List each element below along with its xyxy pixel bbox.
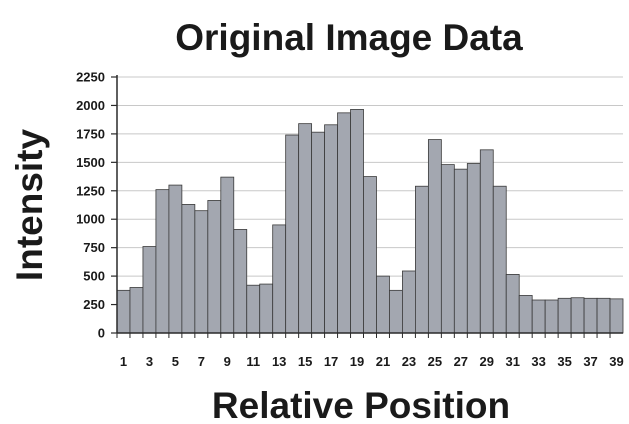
y-tick-label: 2000 [76, 98, 105, 113]
bar-34 [544, 299, 559, 334]
x-tick-label: 23 [402, 354, 416, 369]
x-tick-label: 17 [324, 354, 338, 369]
bar-4 [155, 189, 170, 334]
bar-36 [570, 297, 585, 334]
bar-30 [492, 185, 507, 334]
x-tick-label: 35 [557, 354, 571, 369]
x-tick-label: 27 [454, 354, 468, 369]
bar-23 [402, 270, 416, 334]
y-tick-label: 500 [83, 269, 105, 284]
y-tick-label: 1000 [76, 212, 105, 227]
bars [116, 109, 624, 334]
y-axis-title: Intensity [9, 129, 50, 282]
x-tick-label: 39 [609, 354, 623, 369]
bar-22 [389, 289, 403, 334]
axes [116, 75, 623, 334]
x-tick-label: 7 [198, 354, 205, 369]
y-tick-label: 1500 [76, 155, 105, 170]
bar-11 [246, 284, 261, 334]
x-tick-label: 1 [120, 354, 127, 369]
bar-20 [363, 176, 377, 334]
x-tick-label: 11 [246, 354, 260, 369]
y-tick-label: 0 [98, 326, 105, 341]
x-tick-label: 19 [350, 354, 364, 369]
x-tick-label: 25 [428, 354, 442, 369]
bar-16 [311, 131, 325, 334]
bar-2 [129, 287, 144, 334]
bar-21 [376, 275, 390, 334]
bar-33 [531, 299, 546, 334]
y-tick-label: 250 [83, 297, 105, 312]
bar-39 [609, 298, 624, 334]
chart-title: Original Image Data [175, 17, 523, 58]
x-tick-labels: 1 3 5 7 9 11 13 15 17 19 21 23 25 27 29 31 33 35 37 39 [116, 333, 624, 369]
x-tick-label: 37 [583, 354, 597, 369]
bar-18 [337, 112, 351, 334]
x-axis-title: Relative Position [212, 385, 510, 424]
x-tick-label: 31 [505, 354, 519, 369]
bar-10 [233, 229, 248, 334]
bar-5 [168, 184, 183, 334]
bar-17 [324, 124, 338, 334]
bar-25 [427, 139, 442, 334]
bar-26 [440, 164, 455, 334]
x-tick-label: 15 [298, 354, 312, 369]
bar-29 [479, 149, 494, 334]
bar-19 [350, 109, 364, 334]
y-tick-labels: 0 250 500 750 1000 1250 1500 1750 2000 2250 [76, 70, 117, 341]
y-tick-label: 1750 [76, 126, 105, 141]
y-tick-label: 750 [83, 240, 105, 255]
bar-24 [415, 185, 429, 334]
bar-31 [505, 274, 520, 334]
bar-12 [259, 283, 274, 334]
x-tick-label: 5 [172, 354, 179, 369]
x-tick-label: 21 [376, 354, 390, 369]
bar-3 [142, 246, 157, 334]
x-tick-label: 3 [146, 354, 153, 369]
bar-14 [285, 134, 300, 334]
bar-1 [116, 289, 131, 334]
bar-8 [207, 200, 222, 334]
x-tick-label: 33 [531, 354, 545, 369]
x-tick-label: 9 [224, 354, 231, 369]
bar-35 [557, 297, 572, 334]
x-tick-label: 29 [480, 354, 494, 369]
bar-38 [596, 297, 611, 334]
bar-7 [194, 210, 209, 334]
bar-9 [220, 176, 235, 334]
bar-37 [583, 297, 598, 334]
bar-13 [272, 224, 287, 334]
bar-27 [453, 168, 468, 334]
bar-28 [466, 163, 481, 334]
bar-15 [298, 123, 313, 334]
x-tick-label: 13 [272, 354, 286, 369]
bar-32 [518, 295, 533, 334]
bar-6 [181, 204, 196, 334]
y-tick-label: 1250 [76, 183, 105, 198]
y-tick-label: 2250 [76, 70, 105, 85]
